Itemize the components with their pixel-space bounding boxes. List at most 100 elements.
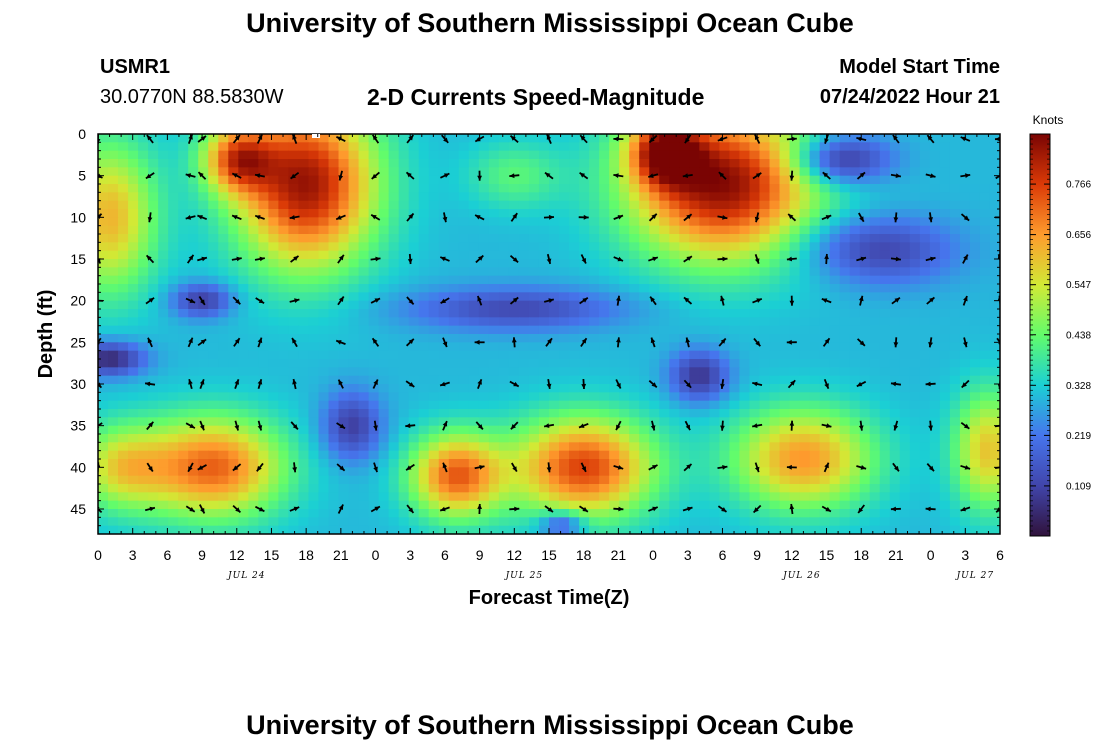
heatmap-cell <box>919 367 931 377</box>
heatmap-cell <box>348 517 360 527</box>
heatmap-cell <box>949 242 961 252</box>
heatmap-cell <box>508 434 520 443</box>
heatmap-cell <box>258 417 269 427</box>
heatmap-cell <box>228 200 239 210</box>
heatmap-cell <box>599 175 610 185</box>
heatmap-cell <box>318 425 330 435</box>
heatmap-cell <box>989 425 1000 435</box>
heatmap-cell <box>348 225 360 235</box>
heatmap-cell <box>599 434 610 443</box>
heatmap-cell <box>448 459 460 468</box>
heatmap-cell <box>589 234 600 243</box>
heatmap-cell <box>208 384 219 393</box>
heatmap-cell <box>448 309 460 318</box>
heatmap-cell <box>318 475 330 485</box>
heatmap-cell <box>719 459 730 468</box>
heatmap-cell <box>959 459 971 468</box>
heatmap-cell <box>979 450 991 460</box>
heatmap-cell <box>98 259 109 268</box>
heatmap-cell <box>198 225 209 235</box>
heatmap-cell <box>609 317 620 327</box>
heatmap-cell <box>478 317 490 327</box>
heatmap-cell <box>238 300 249 310</box>
heatmap-cell <box>158 467 169 477</box>
heatmap-cell <box>749 225 761 235</box>
heatmap-cell <box>729 317 741 327</box>
heatmap-cell <box>649 384 660 393</box>
heatmap-cell <box>909 359 921 368</box>
heatmap-cell <box>248 500 259 510</box>
current-arrow <box>371 171 380 180</box>
heatmap-cell <box>699 317 710 327</box>
heatmap-cell <box>408 384 420 393</box>
heatmap-cell <box>769 517 781 527</box>
heatmap-cell <box>829 517 841 527</box>
heatmap-cell <box>969 267 981 277</box>
heatmap-cell <box>288 367 300 377</box>
heatmap-cell <box>478 500 490 510</box>
heatmap-cell <box>729 459 741 468</box>
heatmap-cell <box>528 150 540 160</box>
heatmap-cell <box>148 242 159 252</box>
heatmap-cell <box>689 134 700 143</box>
heatmap-cell <box>899 175 911 185</box>
heatmap-cell <box>398 367 410 377</box>
heatmap-cell <box>679 184 690 193</box>
heatmap-cell <box>869 342 881 352</box>
heatmap-cell <box>549 367 560 377</box>
heatmap-cell <box>979 434 991 443</box>
heatmap-cell <box>168 425 179 435</box>
heatmap-cell <box>559 209 570 218</box>
heatmap-cell <box>238 450 249 460</box>
heatmap-cell <box>789 484 801 493</box>
heatmap-cell <box>839 334 851 343</box>
heatmap-cell <box>238 359 249 368</box>
heatmap-cell <box>318 309 330 318</box>
heatmap-cell <box>699 334 710 343</box>
heatmap-cell <box>98 167 109 177</box>
heatmap-cell <box>789 425 801 435</box>
current-arrow <box>822 337 831 347</box>
heatmap-cell <box>488 434 500 443</box>
heatmap-cell <box>949 334 961 343</box>
heatmap-cell <box>819 284 831 293</box>
heatmap-cell <box>699 142 710 152</box>
heatmap-cell <box>609 409 620 418</box>
heatmap-cell <box>979 250 991 260</box>
heatmap-cell <box>108 242 119 252</box>
heatmap-cell <box>759 175 771 185</box>
heatmap-cell <box>398 425 410 435</box>
heatmap-cell <box>729 417 741 427</box>
heatmap-cell <box>468 459 480 468</box>
heatmap-cell <box>899 442 911 452</box>
heatmap-cell <box>769 300 781 310</box>
heatmap-cell <box>318 159 330 168</box>
heatmap-cell <box>969 517 981 527</box>
heatmap-cell <box>298 250 310 260</box>
heatmap-cell <box>659 200 670 210</box>
heatmap-cell <box>388 234 400 243</box>
heatmap-cell <box>428 384 440 393</box>
heatmap-cell <box>428 334 440 343</box>
heatmap-cell <box>709 475 720 485</box>
heatmap-cell <box>579 150 590 160</box>
heatmap-cell <box>649 434 660 443</box>
heatmap-cell <box>929 409 941 418</box>
heatmap-cell <box>508 142 520 152</box>
heatmap-cell <box>458 467 470 477</box>
heatmap-cell <box>849 467 861 477</box>
heatmap-cell <box>589 292 600 302</box>
heatmap-cell <box>318 134 330 143</box>
heatmap-cell <box>268 134 279 143</box>
heatmap-cell <box>518 250 530 260</box>
heatmap-cell <box>709 467 720 477</box>
heatmap-cell <box>188 442 199 452</box>
heatmap-cell <box>458 334 470 343</box>
current-arrow <box>546 462 552 473</box>
heatmap-cell <box>458 342 470 352</box>
heatmap-cell <box>769 467 781 477</box>
heatmap-cell <box>268 292 279 302</box>
heatmap-cell <box>849 225 861 235</box>
heatmap-cell <box>308 175 320 185</box>
heatmap-cell <box>248 434 259 443</box>
